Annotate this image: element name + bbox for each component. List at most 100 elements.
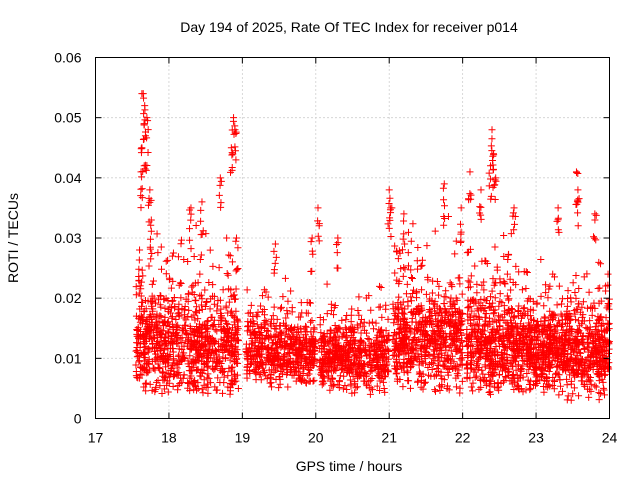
data-point xyxy=(232,237,240,245)
data-point xyxy=(251,331,259,339)
data-point xyxy=(181,322,189,330)
data-point xyxy=(477,203,485,211)
data-point xyxy=(426,351,434,359)
data-point xyxy=(318,336,326,344)
data-point xyxy=(217,359,225,367)
data-point xyxy=(341,362,349,370)
data-point xyxy=(421,378,429,386)
data-point xyxy=(166,276,174,284)
data-point xyxy=(592,211,600,219)
data-point xyxy=(554,216,562,224)
data-point xyxy=(204,362,212,370)
data-point xyxy=(262,288,270,296)
data-point xyxy=(160,385,168,393)
data-point xyxy=(571,288,579,296)
data-point xyxy=(272,375,280,383)
data-point xyxy=(439,184,447,192)
data-point xyxy=(595,396,603,404)
data-point xyxy=(329,382,337,390)
data-point xyxy=(457,204,465,212)
data-point xyxy=(367,362,375,370)
data-point xyxy=(328,360,336,368)
data-point xyxy=(435,282,443,290)
data-point xyxy=(290,363,298,371)
data-point xyxy=(188,327,196,335)
data-point xyxy=(511,220,519,228)
data-point xyxy=(294,346,302,354)
data-point xyxy=(144,325,152,333)
data-point xyxy=(183,329,191,337)
data-point xyxy=(591,210,599,218)
data-point xyxy=(251,365,259,373)
data-point xyxy=(156,344,164,352)
data-point xyxy=(407,237,415,245)
data-point xyxy=(138,90,146,98)
data-point xyxy=(247,318,255,326)
data-point xyxy=(148,250,156,258)
data-point xyxy=(348,305,356,313)
data-point xyxy=(379,378,387,386)
data-point xyxy=(354,324,362,332)
data-point xyxy=(476,203,484,211)
data-point xyxy=(197,217,205,225)
data-point xyxy=(351,359,359,367)
data-point xyxy=(305,370,313,378)
data-point xyxy=(186,380,194,388)
data-point xyxy=(150,294,158,302)
data-point xyxy=(273,364,281,372)
data-point xyxy=(193,303,201,311)
data-point xyxy=(225,298,233,306)
data-point xyxy=(596,390,604,398)
data-point xyxy=(331,322,339,330)
data-point xyxy=(138,173,146,181)
data-point xyxy=(165,370,173,378)
data-point xyxy=(361,377,369,385)
data-point xyxy=(435,291,443,299)
data-point xyxy=(168,320,176,328)
data-point xyxy=(346,325,354,333)
data-point xyxy=(133,373,141,381)
data-point xyxy=(564,287,572,295)
data-point xyxy=(467,272,475,280)
data-point xyxy=(139,364,147,372)
data-point xyxy=(153,230,161,238)
data-point xyxy=(376,377,384,385)
data-point xyxy=(171,303,179,311)
data-point xyxy=(232,377,240,385)
data-point xyxy=(257,370,265,378)
data-point xyxy=(466,278,474,286)
data-point xyxy=(355,363,363,371)
data-point xyxy=(384,332,392,340)
data-point xyxy=(247,301,255,309)
data-point xyxy=(180,326,188,334)
data-point xyxy=(349,336,357,344)
data-point xyxy=(602,287,610,295)
data-point xyxy=(485,169,493,177)
data-point xyxy=(255,350,263,358)
data-point xyxy=(446,279,454,287)
data-point xyxy=(384,345,392,353)
data-point xyxy=(309,357,317,365)
data-point xyxy=(326,347,334,355)
data-point xyxy=(272,325,280,333)
data-point xyxy=(335,378,343,386)
data-point xyxy=(574,186,582,194)
data-point xyxy=(205,332,213,340)
data-point xyxy=(380,367,388,375)
data-point xyxy=(229,117,237,125)
data-point xyxy=(391,269,399,277)
data-point xyxy=(161,304,169,312)
data-point xyxy=(396,376,404,384)
data-point xyxy=(133,343,141,351)
data-point xyxy=(365,335,373,343)
data-point xyxy=(255,371,263,379)
data-point xyxy=(356,344,364,352)
data-point xyxy=(172,331,180,339)
data-point xyxy=(383,358,391,366)
data-point xyxy=(199,389,207,397)
data-point xyxy=(180,255,188,263)
data-point xyxy=(213,356,221,364)
data-point xyxy=(157,292,165,300)
data-point xyxy=(245,344,253,352)
data-point xyxy=(271,347,279,355)
